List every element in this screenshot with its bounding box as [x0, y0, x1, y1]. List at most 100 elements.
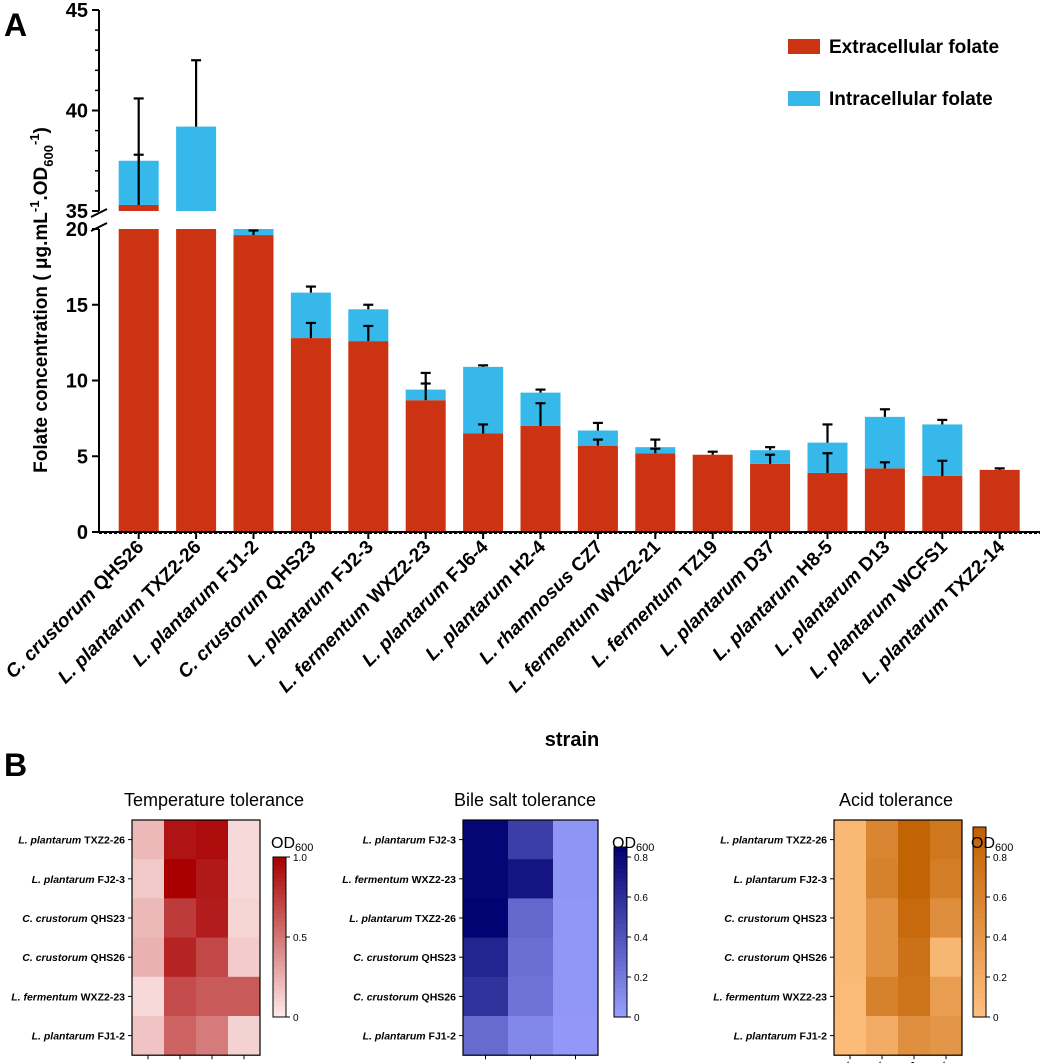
heatmap-cell [196, 898, 229, 939]
bar-extracellular [118, 204, 159, 211]
colorbar-step [973, 945, 986, 952]
genus-label: L. plantarum [363, 835, 426, 847]
colorbar-step [273, 909, 286, 914]
colorbar-label-sub: 600 [636, 842, 654, 854]
strain-label: TXZ2-26 [81, 835, 125, 847]
colorbar-step [614, 885, 627, 891]
bar-intracellular [864, 416, 905, 469]
colorbar-step [273, 965, 286, 970]
colorbar-tick-label: 0 [634, 1013, 640, 1024]
strain-label: FJ1-2 [95, 1031, 126, 1043]
colorbar-step [614, 1004, 627, 1010]
colorbar-step [973, 884, 986, 890]
heatmap-cell [463, 859, 509, 899]
colorbar-step [973, 898, 986, 904]
heatmap-cell [508, 898, 554, 939]
legend-swatch [788, 91, 820, 106]
colorbar-step [614, 932, 627, 937]
genus-label: L. plantarum [18, 835, 81, 847]
y-label-sup: -1 [27, 133, 42, 145]
row-label: L. plantarum FJ2-3 [363, 835, 457, 847]
colorbar-step [614, 974, 627, 980]
colorbar-step [614, 953, 627, 959]
colorbar-step [614, 970, 627, 976]
bar-extracellular [864, 468, 905, 532]
colorbar-step [614, 978, 627, 984]
strain-label: H8-5 [789, 536, 837, 584]
colorbar-step [973, 836, 986, 842]
bar-extracellular [979, 469, 1020, 532]
bar-extracellular [520, 425, 561, 532]
genus-label: C. crustorum [353, 952, 418, 964]
heatmap-title: Acid tolerance [839, 790, 953, 810]
colorbar-step [973, 907, 986, 914]
heatmap-cell [553, 1016, 599, 1056]
row-label: L. plantarum TXZ2-26 [720, 835, 827, 847]
row-label: C. crustorum QHS26 [724, 952, 827, 964]
colorbar-step [973, 893, 986, 899]
heatmap-cell [930, 859, 963, 899]
colorbar-step [973, 974, 986, 980]
colorbar-step [614, 902, 627, 908]
strain-label: FJ1-2 [209, 537, 263, 591]
colorbar-step [273, 893, 286, 898]
row-label: C. crustorum QHS23 [353, 952, 456, 964]
colorbar-label-main: OD [612, 835, 636, 852]
genus-label: C. crustorum [22, 913, 87, 925]
heatmap-cell [228, 820, 261, 860]
row-label: L. plantarum FJ1-2 [32, 1031, 126, 1043]
heatmap-cell [866, 937, 899, 978]
strain-label: QHS23 [419, 952, 457, 964]
colorbar-tick-label: 1.0 [293, 853, 307, 864]
strain-label: QHS23 [790, 913, 828, 925]
y-tick-label: 20 [66, 219, 88, 241]
heatmap-cell [228, 898, 261, 939]
bar-extracellular [692, 454, 733, 532]
col-label: pH=4.5 [863, 1060, 889, 1063]
row-label: C. crustorum QHS26 [22, 952, 125, 964]
heatmap-cell [196, 1016, 229, 1056]
colorbar-tick-label: 0 [993, 1013, 999, 1024]
colorbar-tick-label: 0.2 [634, 973, 648, 984]
heatmap-cell [132, 859, 165, 899]
colorbar-step [273, 873, 286, 878]
bar-extracellular [577, 445, 618, 532]
row-label: L. fermentum WXZ2-23 [713, 991, 827, 1003]
heatmap-cell [508, 976, 554, 1017]
colorbar-step [614, 893, 627, 899]
heatmap-cell [553, 898, 599, 939]
bar-extracellular [118, 229, 159, 532]
strain-label: TXZ2-26 [412, 913, 456, 925]
bar-intracellular [463, 366, 504, 434]
colorbar-step [614, 851, 627, 857]
y-axis-label: Folate concentration ( μg.mL-1.OD600-1) [27, 127, 56, 473]
legend-swatch [788, 39, 820, 54]
heatmap-cell [508, 937, 554, 978]
row-label: L. plantarum FJ1-2 [363, 1031, 457, 1043]
colorbar-step [273, 949, 286, 954]
heatmap-cell [228, 1016, 261, 1056]
colorbar-step [973, 888, 986, 895]
colorbar-step [614, 910, 627, 916]
row-label: L. fermentum WXZ2-23 [342, 874, 456, 886]
colorbar-step [614, 966, 627, 971]
colorbar-step [973, 936, 986, 942]
colorbar-label-sub: 600 [295, 842, 313, 854]
colorbar-step [614, 991, 627, 997]
heatmap-cell [930, 1016, 963, 1056]
heatmap-title: Bile salt tolerance [454, 790, 596, 810]
colorbar-step [614, 961, 627, 967]
heatmap-cell [898, 820, 931, 860]
heatmap-frame [131, 819, 261, 1056]
strain-label: WXZ2-23 [78, 991, 125, 1003]
colorbar-step [973, 831, 986, 838]
colorbar-step [973, 827, 986, 833]
bar-extracellular [290, 338, 331, 532]
colorbar-step [273, 981, 286, 986]
row-label: L. plantarum FJ2-3 [734, 874, 828, 886]
colorbar-step [614, 859, 627, 865]
colorbar-tick-label: 0.5 [293, 933, 307, 944]
heatmap-cell [898, 937, 931, 978]
row-label: L. plantarum TXZ2-26 [349, 913, 456, 925]
